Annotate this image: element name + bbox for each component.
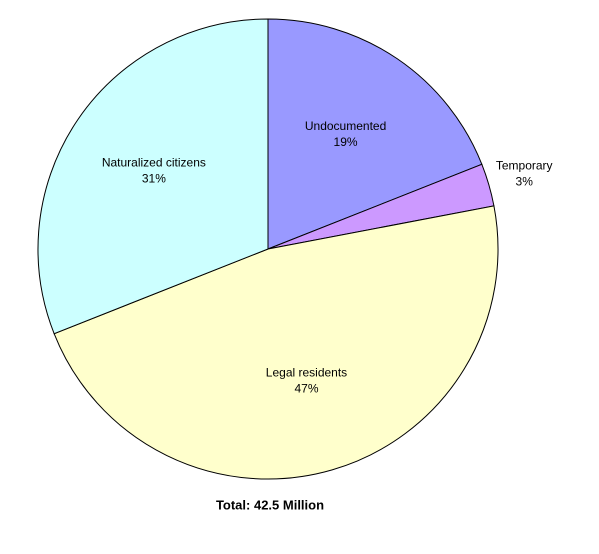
slice-label: Naturalized citizens: [102, 156, 206, 170]
slice-value-label: 3%: [516, 175, 534, 189]
pie-slice: [267, 18, 483, 250]
slice-label: Legal residents: [266, 366, 347, 380]
slice-value-label: 31%: [142, 172, 166, 186]
slice-label: Temporary: [496, 159, 553, 173]
slice-label: Undocumented: [305, 119, 386, 133]
pie-slice: [53, 205, 499, 480]
slice-value-label: 47%: [294, 382, 318, 396]
chart-caption: Total: 42.5 Million: [216, 497, 324, 512]
pie-slice: [37, 18, 269, 335]
slice-value-label: 19%: [334, 135, 358, 149]
